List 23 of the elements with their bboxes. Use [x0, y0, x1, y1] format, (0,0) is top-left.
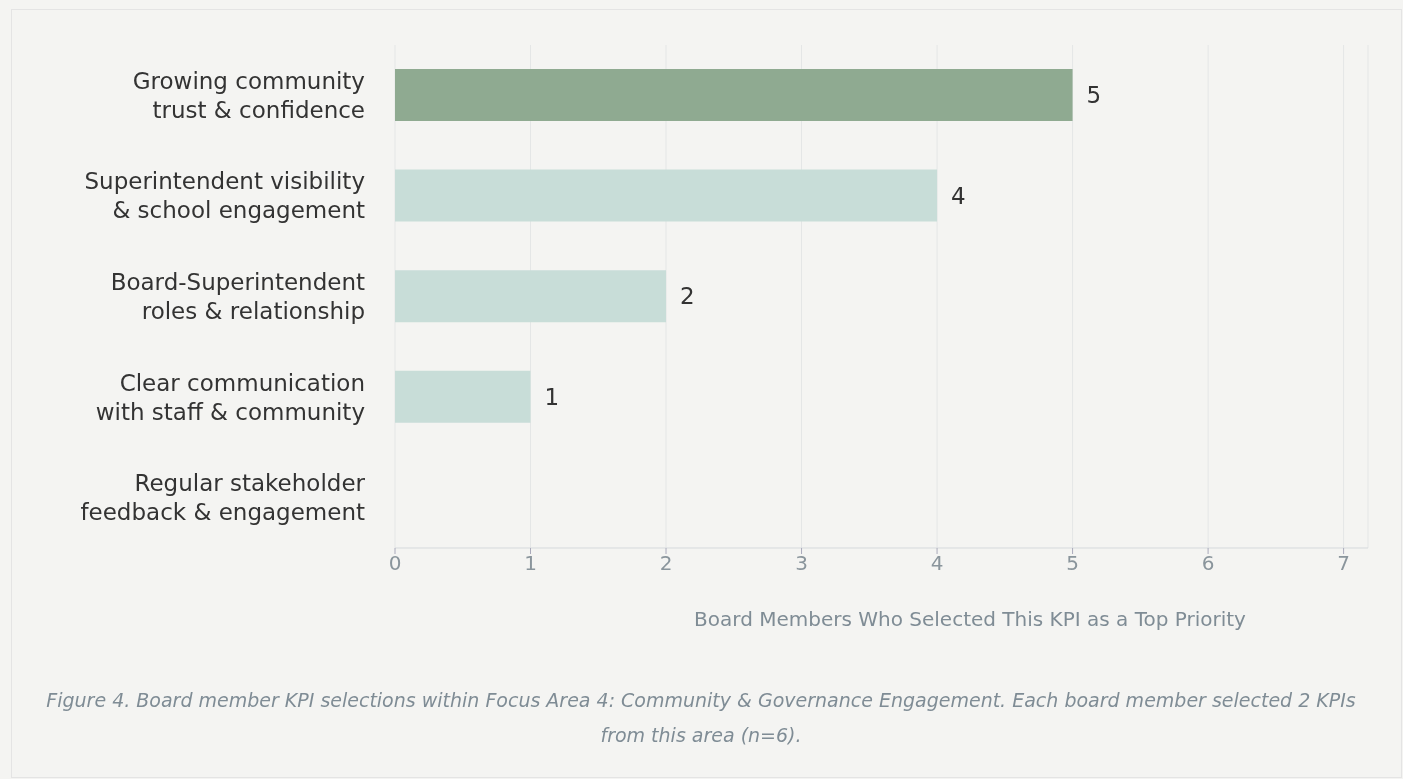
- data-label: 5: [1086, 82, 1102, 108]
- caption: Figure 4. Board member KPI selections within Focus Area 4: Community & Governance Engagement. Each board member selected 2 KPIs from this area (n=6).: [45, 688, 1357, 748]
- x-tick-label: 1: [524, 551, 537, 576]
- bar: [395, 370, 531, 423]
- y-tick-label: Regular stakeholder feedback & engagement: [80, 470, 366, 526]
- y-tick-label: Clear communication with staff & community: [95, 369, 365, 425]
- x-tick-label: 4: [930, 551, 944, 576]
- x-tick-label: 6: [1201, 551, 1215, 576]
- x-tick-label: 2: [659, 551, 673, 576]
- y-tick-label: Growing community trust & confidence: [132, 67, 365, 123]
- data-label: 4: [951, 182, 966, 209]
- bar: [395, 169, 938, 222]
- x-tick-label: 5: [1066, 551, 1079, 576]
- x-axis-title: Board Members Who Selected This KPI as a Top Priority: [693, 607, 1247, 631]
- data-label: 1: [544, 383, 560, 410]
- x-tick-label: 7: [1337, 551, 1350, 576]
- x-tick-label: 3: [795, 551, 808, 576]
- bar: [395, 69, 1073, 121]
- data-label: 2: [680, 283, 695, 310]
- y-tick-label: Board-Superintendent roles & relationship: [110, 269, 365, 324]
- x-tick-label: 0: [388, 551, 402, 576]
- bar: [395, 270, 667, 323]
- y-tick-label: Superintendent visibility & school engagement: [84, 168, 365, 224]
